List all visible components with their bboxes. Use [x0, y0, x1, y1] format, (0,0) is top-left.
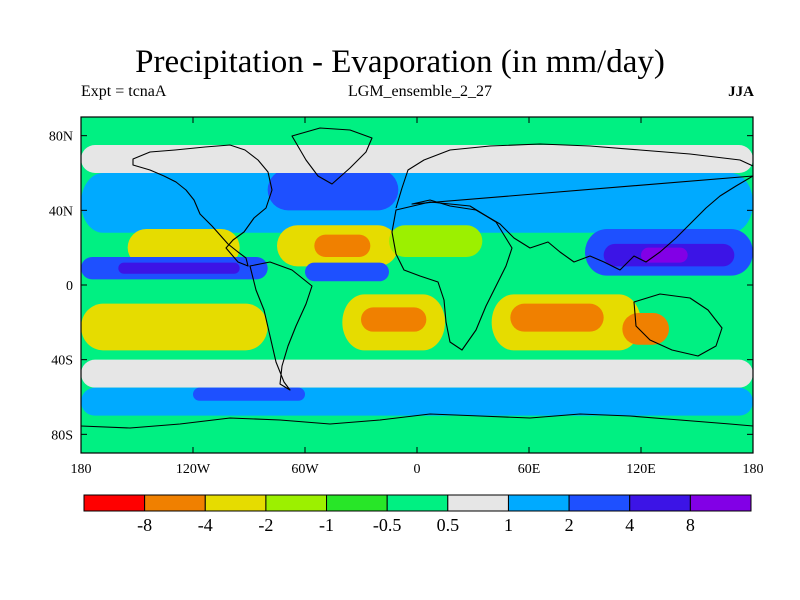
- colorbar-swatch: [629, 494, 691, 512]
- region-north-atlantic-dry-core: [314, 234, 371, 257]
- colorbar-swatch: [507, 494, 570, 512]
- colorbar-label: 4: [625, 515, 634, 535]
- colorbar-swatch: [326, 494, 388, 512]
- colorbar-swatch: [204, 494, 267, 512]
- colorbar-swatch: [447, 494, 509, 512]
- colorbar-label: -0.5: [373, 515, 402, 535]
- y-tick-label: 40N: [49, 204, 73, 219]
- x-tick-label: 60W: [291, 462, 319, 477]
- region-south-pacific-dry: [81, 303, 268, 351]
- y-axis: 80N 40N 0 40S 80S: [49, 130, 753, 443]
- region-warm-pool-max: [641, 247, 688, 263]
- coast-eurasia: [395, 143, 753, 271]
- colorbar: -8 -4 -2 -1 -0.5 0.5 1 2 4 8: [83, 494, 752, 535]
- colorbar-label: 2: [565, 515, 574, 535]
- y-tick-label: 40S: [51, 354, 73, 369]
- region-australia-west-dry: [622, 313, 669, 345]
- x-axis: 180 120W 60W 0 60E 120E 180: [71, 117, 764, 477]
- colorbar-swatch: [689, 494, 752, 512]
- coast-australia: [633, 293, 723, 357]
- x-tick-label: 60E: [518, 462, 541, 477]
- colorbar-label: -1: [319, 515, 334, 535]
- colorbar-label: -8: [137, 515, 152, 535]
- y-tick-label: 0: [66, 279, 73, 294]
- colorbar-label: -4: [198, 515, 213, 535]
- map-field: [81, 117, 753, 453]
- colorbar-label: 8: [686, 515, 695, 535]
- region-south-atlantic-dry-core: [361, 307, 427, 332]
- region-southern-ocean-grey: [81, 359, 753, 388]
- region-southern-ocean-wet: [81, 387, 753, 416]
- x-tick-label: 120E: [626, 462, 656, 477]
- region-atlantic-itcz: [305, 262, 389, 282]
- season-label: JJA: [728, 84, 754, 100]
- chart-title: Precipitation - Evaporation (in mm/day): [135, 44, 665, 80]
- x-tick-label: 120W: [176, 462, 211, 477]
- colorbar-label: -2: [258, 515, 273, 535]
- coast-antarctica: [81, 413, 753, 429]
- x-tick-label: 180: [71, 462, 92, 477]
- experiment-label: Expt = tcnaA: [81, 83, 167, 100]
- coastlines: [81, 127, 753, 429]
- x-tick-label: 0: [414, 462, 421, 477]
- colorbar-label: 1: [504, 515, 513, 535]
- region-indian-ocean-dry-core: [510, 303, 604, 332]
- colorbar-swatch: [83, 494, 146, 512]
- colorbar-swatch: [265, 494, 328, 512]
- region-sahara-dry: [389, 225, 483, 257]
- region-south-pacific-wet-core: [193, 387, 305, 401]
- run-label: LGM_ensemble_2_27: [348, 83, 492, 100]
- coast-south-america: [249, 261, 313, 391]
- colorbar-label: 0.5: [437, 515, 460, 535]
- region-north-atlantic-storm-track: [267, 169, 399, 211]
- coast-greenland: [291, 127, 373, 185]
- x-tick-label: 180: [743, 462, 764, 477]
- colorbar-swatch: [386, 494, 449, 512]
- colorbar-swatch: [568, 494, 631, 512]
- region-east-pacific-itcz-core: [118, 262, 240, 274]
- y-tick-label: 80S: [51, 428, 73, 443]
- y-tick-label: 80N: [49, 130, 73, 145]
- coast-north-america: [132, 144, 273, 267]
- colorbar-swatch: [144, 494, 206, 512]
- region-arctic-grey-band: [81, 145, 753, 173]
